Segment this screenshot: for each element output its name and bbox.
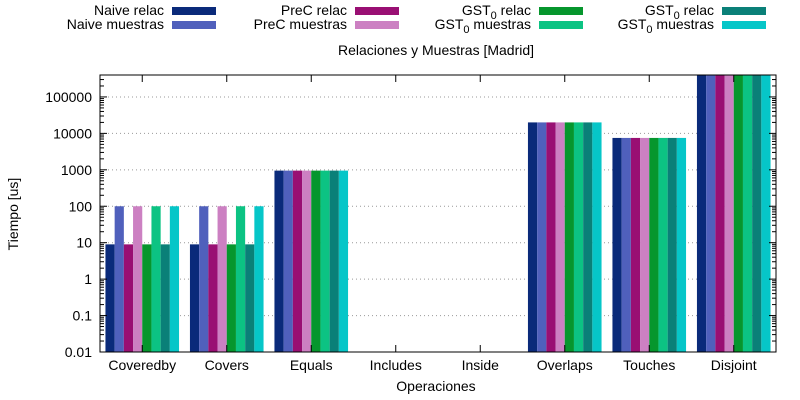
bar [133,206,143,352]
bar [640,137,650,352]
bar [527,122,538,352]
bar [114,206,124,352]
legend-swatch [355,7,399,15]
y-tick-label: 0.1 [73,308,93,324]
legend-swatch [539,21,583,29]
bar [329,170,339,352]
bar [189,244,200,352]
bar [142,244,152,352]
legend-label: Naive relac [94,2,164,18]
bar [696,75,707,352]
x-tick-label: Touches [623,357,675,373]
bars [105,75,771,352]
y-tick-label: 1 [84,271,92,287]
bar [537,122,547,352]
legend-label: GST0 muestras [618,16,714,36]
bar [573,122,584,352]
bar [742,75,753,352]
bar [676,137,687,352]
bar [715,75,725,352]
x-tick-label: Equals [290,357,333,373]
x-tick-label: Covers [205,357,249,373]
plot-frame [99,74,777,353]
bar [592,122,602,352]
bar [226,244,236,352]
y-tick-label: 100 [69,198,93,214]
legend-label: PreC relac [281,2,347,18]
legend-swatch [355,21,399,29]
y-tick-label: 0.01 [65,344,92,360]
bar [658,137,668,352]
y-axis-label: Tiempo [us] [5,178,21,251]
bar [612,137,622,352]
bar [733,75,743,352]
bar [630,137,641,352]
bar [667,137,677,352]
y-axis: 0.01 0.1 1 10 100 1000 10000 100000 [45,74,776,360]
legend-label: GST0 muestras [435,16,531,36]
bar [105,244,115,352]
bar [235,206,246,352]
bar [724,75,734,352]
bar [302,170,312,352]
legend-label: GST0 relac [645,2,714,22]
bar [621,137,631,352]
x-tick-label: Overlaps [537,357,593,373]
bar [245,244,255,352]
x-axis: Coveredby Covers Equals Includes Inside Overl… [108,75,757,373]
x-tick-label: Disjoint [711,357,757,373]
legend-swatch [172,21,216,29]
bar [254,206,264,352]
bar [338,170,349,352]
legend-label: Naive muestras [67,16,164,32]
legend-swatch [539,7,583,15]
legend-swatch [172,7,216,15]
y-tick-label: 10000 [53,125,92,141]
bar [564,122,574,352]
x-axis-label: Operaciones [396,378,475,394]
bar [274,170,284,352]
legend-label: GST0 relac [462,2,531,22]
bar [546,122,556,352]
bar [555,122,565,352]
bar [761,75,771,352]
bar [320,170,330,352]
bar [151,206,161,352]
legend-swatch [722,7,766,15]
bar [649,137,659,352]
bar [583,122,593,352]
bar [752,75,762,352]
bar [706,75,716,352]
bar [199,206,209,352]
bar [123,244,134,352]
bar [217,206,227,352]
y-tick-label: 10 [76,235,92,251]
bar [169,206,180,352]
legend-label: PreC muestras [254,16,347,32]
chart-title: Relaciones y Muestras [Madrid] [338,42,534,58]
bar [208,244,218,352]
bar [283,170,293,352]
bar [160,244,170,352]
x-tick-label: Coveredby [108,357,176,373]
x-tick-label: Inside [462,357,500,373]
legend-swatch [722,21,766,29]
bar [292,170,303,352]
y-tick-label: 1000 [61,162,92,178]
y-tick-label: 100000 [45,89,92,105]
x-tick-label: Includes [370,357,422,373]
bar [311,170,321,352]
